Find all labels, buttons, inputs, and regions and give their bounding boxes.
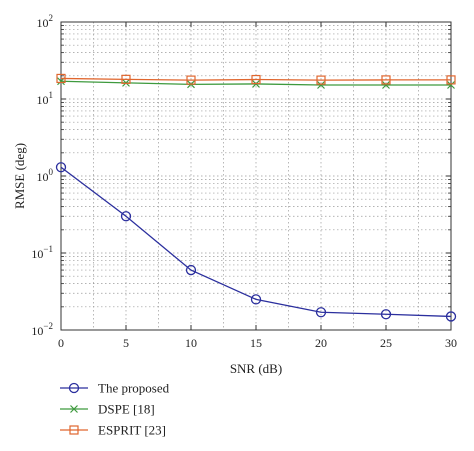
data-point: [186, 75, 196, 85]
y-tick-label: 102: [37, 13, 54, 30]
data-point: [250, 294, 262, 305]
legend-label: ESPRIT [23]: [98, 423, 166, 438]
data-point: [120, 211, 132, 222]
plot-frame: [60, 21, 452, 331]
data-point: [380, 309, 392, 320]
x-tick-label: 25: [380, 336, 392, 350]
y-tick-label: 10−1: [31, 244, 53, 261]
legend-marker: [68, 382, 80, 394]
x-tick-label: 15: [250, 336, 262, 350]
data-point: [446, 75, 456, 85]
y-axis-label: RMSE (deg): [12, 143, 27, 209]
series-2: [56, 73, 456, 85]
data-point: [381, 75, 391, 85]
data-point: [315, 307, 327, 318]
series-layer: [55, 73, 457, 322]
x-tick-label: 20: [315, 336, 327, 350]
legend: The proposed DSPE [18] ESPRIT [23]: [60, 381, 170, 438]
data-point: [382, 81, 390, 89]
grid-lines: [61, 22, 451, 330]
data-point: [316, 75, 326, 85]
data-point: [185, 264, 197, 276]
data-point: [121, 74, 131, 84]
x-tick-label: 30: [445, 336, 457, 350]
series-line: [60, 166, 452, 318]
legend-label: DSPE [18]: [98, 402, 155, 417]
legend-label: The proposed: [98, 381, 170, 396]
data-point: [447, 81, 455, 89]
data-point: [55, 162, 67, 173]
legend-marker: [69, 425, 79, 435]
data-point: [317, 81, 325, 89]
x-tick-label: 10: [185, 336, 197, 350]
legend-marker: [70, 405, 78, 413]
y-tick-label: 100: [37, 167, 54, 184]
axis-ticks: 0 5 10 15 20 25 30 10−2 10−1 100 101 102: [31, 13, 457, 350]
data-point: [56, 73, 66, 84]
data-point: [251, 74, 261, 85]
y-tick-label: 101: [37, 90, 54, 107]
series-0: [55, 162, 457, 322]
x-tick-label: 0: [58, 336, 64, 350]
series-line: [60, 77, 451, 81]
x-axis-label: SNR (dB): [230, 361, 282, 376]
data-point: [445, 311, 457, 322]
y-tick-label: 10−2: [31, 321, 53, 338]
x-tick-label: 5: [123, 336, 129, 350]
